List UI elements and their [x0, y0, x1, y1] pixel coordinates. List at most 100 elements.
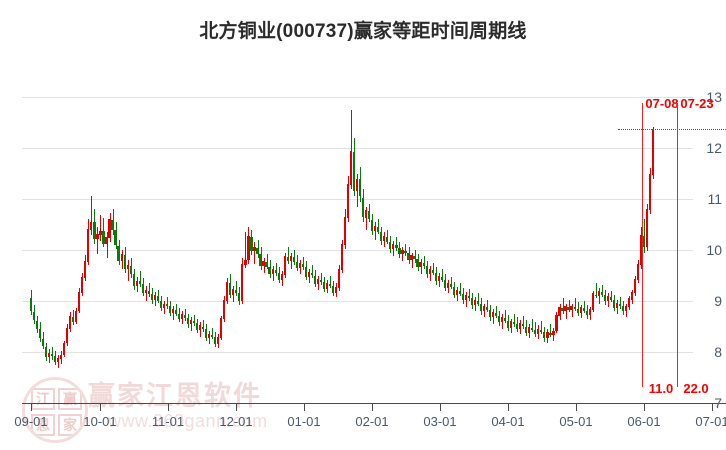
candle-body [498, 316, 501, 323]
candle-body [262, 261, 265, 267]
candle-body [244, 260, 247, 266]
x-axis-label: 11-01 [151, 414, 185, 429]
candle-body [177, 314, 181, 320]
candle-body [353, 152, 356, 192]
candle-wick [450, 276, 452, 289]
candle-wick [97, 227, 99, 255]
candle-body [513, 322, 516, 325]
candle-wick [468, 288, 470, 301]
candle-wick [432, 263, 434, 276]
candle-body [597, 290, 600, 296]
candle-body [582, 308, 585, 312]
candle-body [208, 333, 211, 338]
candle-wick [166, 296, 168, 310]
candle-body [307, 272, 310, 277]
candle-body [51, 354, 54, 357]
candle-body [38, 329, 42, 338]
candle-body [458, 290, 461, 294]
candle-body [546, 331, 549, 338]
cycle-vertical-line[interactable] [642, 103, 644, 387]
x-axis-tick [100, 404, 101, 411]
candle-body [573, 307, 576, 309]
x-axis-tick [440, 404, 441, 411]
x-axis-tick [576, 404, 577, 411]
gridline [22, 352, 693, 353]
candle-body [214, 336, 217, 344]
candle-body [168, 306, 171, 314]
page-title: 北方铜业(000737)赢家等距时间周期线 [199, 21, 527, 42]
candle-body [162, 303, 165, 309]
candle-body [123, 255, 126, 270]
candle-body [265, 262, 268, 268]
candle-body [392, 243, 395, 249]
x-axis-label: 12-01 [219, 414, 253, 429]
candle-body [226, 281, 229, 301]
candle-body [576, 308, 579, 314]
candle-wick [598, 288, 600, 304]
candle-body [63, 342, 66, 356]
candle-body [328, 283, 332, 286]
candle-body [268, 267, 271, 275]
x-axis-tick [372, 404, 373, 411]
candle-body [45, 346, 48, 358]
x-axis-tick [31, 404, 32, 411]
candle-body [585, 311, 588, 316]
candle-body [368, 211, 371, 220]
candle-body [428, 269, 431, 275]
candle-body [603, 294, 606, 301]
candle-body [238, 292, 241, 301]
candle-body [440, 276, 443, 280]
candle-wick [574, 298, 576, 312]
candle-body [283, 256, 286, 276]
x-axis-tick [168, 404, 169, 411]
candle-body [600, 291, 603, 295]
candle-body [132, 274, 135, 286]
candle-body [464, 294, 467, 300]
candle-body [365, 210, 368, 219]
candle-body [298, 263, 301, 269]
candle-wick [610, 290, 612, 303]
candle-body [117, 245, 120, 262]
candle-body [494, 313, 498, 317]
candle-body [171, 309, 175, 314]
candle-wick [441, 269, 443, 282]
candle-wick [320, 272, 322, 285]
candle-body [347, 183, 350, 219]
candle-wick [91, 196, 93, 235]
candle-wick [565, 303, 567, 319]
candle-body [425, 266, 428, 275]
candle-body [202, 326, 205, 329]
y-axis-label: 7 [714, 395, 722, 411]
candle-body [256, 247, 259, 255]
candle-wick [148, 282, 150, 297]
candle-wick [562, 298, 564, 314]
candle-wick [505, 310, 507, 324]
candle-wick [487, 299, 489, 313]
candle-wick [145, 285, 147, 301]
candle-body [192, 321, 196, 324]
candle-body [232, 288, 235, 295]
candle-body [519, 323, 522, 329]
x-axis-label: 05-01 [559, 414, 593, 429]
candle-body [183, 315, 187, 319]
cycle-value-label: 11.0 [648, 381, 674, 396]
gridline [22, 148, 693, 149]
candle-body [350, 150, 353, 185]
candle-wick [405, 243, 407, 257]
candle-body [642, 235, 646, 248]
candle-wick [535, 322, 537, 337]
candle-body [594, 294, 597, 297]
candle-body [612, 299, 615, 309]
candle-wick [532, 318, 534, 332]
candle-body [289, 256, 292, 262]
cycle-vertical-line[interactable] [677, 103, 679, 387]
candle-wick [595, 283, 597, 299]
candle-body [540, 329, 543, 332]
candle-body [147, 290, 150, 294]
candle-wick [52, 346, 54, 360]
candle-body [180, 314, 184, 320]
candle-body [537, 328, 540, 334]
candle-body [507, 321, 510, 328]
candle-wick [411, 252, 413, 268]
candle-body [96, 233, 99, 239]
